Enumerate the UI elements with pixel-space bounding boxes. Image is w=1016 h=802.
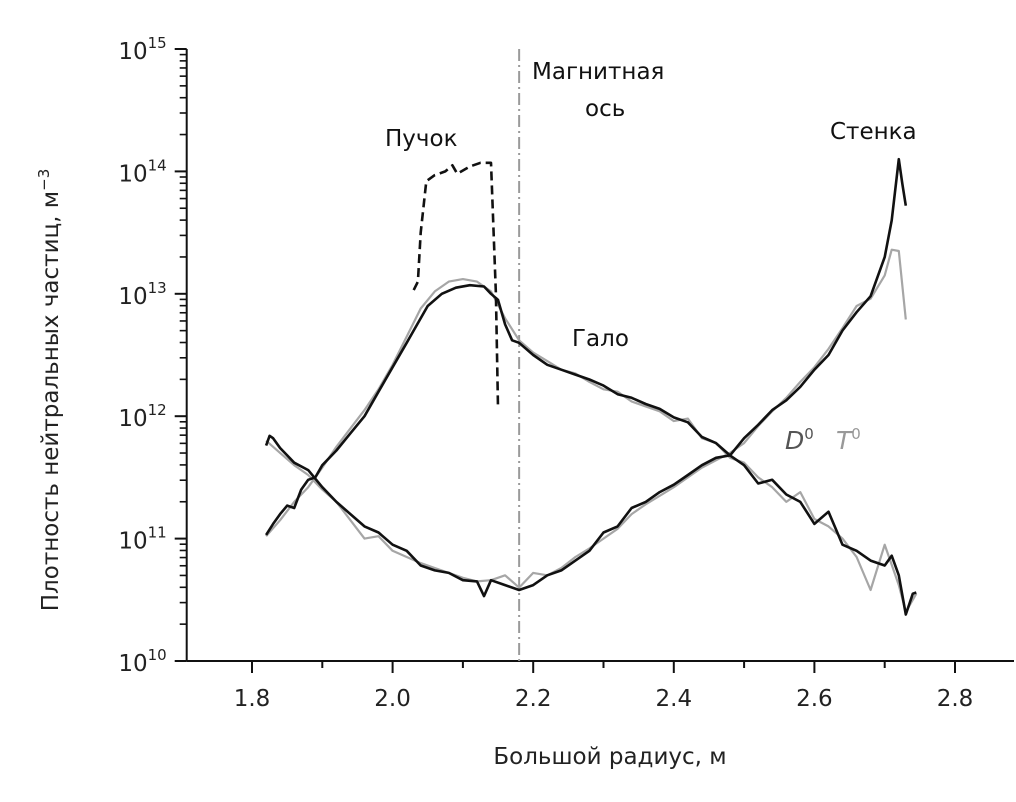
y-axis-title-text: Плотность нейтральных частиц, м xyxy=(38,191,64,611)
x-tick-label: 1.8 xyxy=(234,686,271,712)
y-tick-label: 1010 xyxy=(118,646,166,677)
y-tick-base: 10 xyxy=(118,161,147,187)
x-tick-label: 2.6 xyxy=(796,686,833,712)
legend-t-sup: 0 xyxy=(851,425,861,443)
y-tick-base: 10 xyxy=(118,651,147,677)
series-halo-d0 xyxy=(265,283,917,616)
x-axis-title: Большой радиус, м xyxy=(493,744,726,770)
y-tick-base: 10 xyxy=(118,39,147,65)
y-tick-exponent: 11 xyxy=(148,524,167,542)
y-tick-label: 1011 xyxy=(118,524,166,555)
annotation-magnetic-axis-line2: ось xyxy=(585,96,625,122)
y-tick-label: 1012 xyxy=(118,401,166,432)
legend-d-label: D xyxy=(785,426,804,455)
series-wall-d0 xyxy=(264,157,908,598)
y-tick-base: 10 xyxy=(118,284,147,310)
annotation-wall: Стенка xyxy=(830,119,917,145)
y-tick-label: 1014 xyxy=(118,156,166,187)
y-tick-label: 1013 xyxy=(118,279,166,310)
legend: D0 T0 xyxy=(785,425,861,455)
y-tick-exponent: 10 xyxy=(148,646,167,664)
legend-t0: T0 xyxy=(836,425,861,455)
x-tick-label: 2.2 xyxy=(515,686,552,712)
plot-area xyxy=(264,49,918,661)
x-tick-label: 2.4 xyxy=(656,686,693,712)
y-tick-exponent: 12 xyxy=(148,401,167,419)
y-tick-exponent: 14 xyxy=(148,156,167,174)
y-axis-title-sup: −3 xyxy=(35,169,53,191)
legend-d0: D0 xyxy=(785,425,814,455)
y-tick-exponent: 15 xyxy=(148,34,167,52)
y-tick-label: 1015 xyxy=(118,34,166,65)
legend-d-sup: 0 xyxy=(804,425,814,443)
x-tick-label: 2.0 xyxy=(374,686,411,712)
x-tick-label: 2.8 xyxy=(937,686,974,712)
legend-t-label: T xyxy=(836,426,853,455)
axes: 1.8 2.0 2.2 2.4 2.6 2.81010101110121013101410… xyxy=(118,34,1014,712)
y-tick-base: 10 xyxy=(118,529,147,555)
y-tick-exponent: 13 xyxy=(148,279,167,297)
y-axis-title: Плотность нейтральных частиц, м−3 xyxy=(35,169,64,612)
y-tick-base: 10 xyxy=(118,406,147,432)
series-beam xyxy=(412,161,500,408)
annotation-beam: Пучок xyxy=(385,126,458,152)
annotation-halo: Гало xyxy=(572,326,629,352)
annotation-magnetic-axis-line1: Магнитная xyxy=(532,59,664,85)
